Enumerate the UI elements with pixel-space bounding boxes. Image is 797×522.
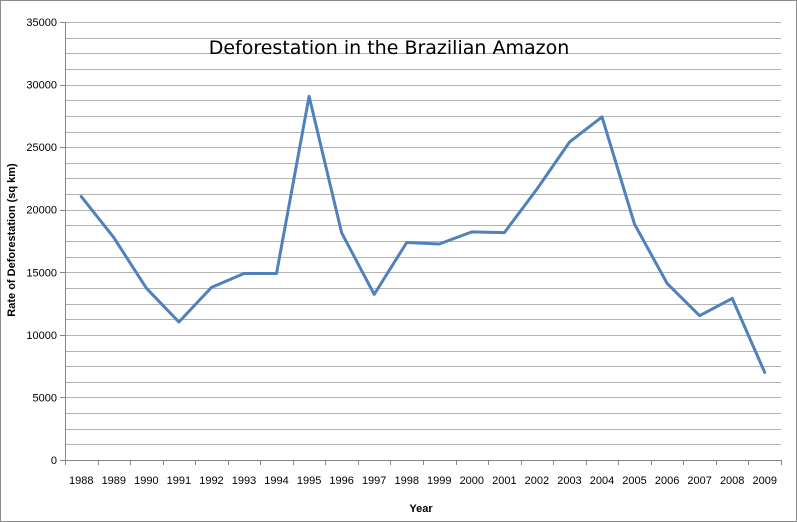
y-tick-label: 15000 (26, 267, 57, 279)
x-tick-label: 2005 (622, 475, 646, 487)
x-tick-label: 1999 (427, 475, 451, 487)
y-tick-label: 5000 (33, 392, 57, 404)
y-tick-label: 25000 (26, 142, 57, 154)
x-tick-labels: 1988 1989 1990 1991 1992 1993 1994 1995 1996 1997… (69, 475, 777, 487)
x-tick-label: 2001 (492, 475, 516, 487)
y-tick-labels: 0 5000 10000 15000 20000 25000 30000 35000 (26, 17, 57, 467)
y-tick-label: 20000 (26, 205, 57, 217)
x-tick-label: 2008 (720, 475, 744, 487)
x-tick-label: 1994 (264, 475, 288, 487)
chart-title: Deforestation in the Brazilian Amazon (209, 37, 570, 59)
x-tick-label: 2004 (590, 475, 614, 487)
x-tick-label: 1993 (232, 475, 256, 487)
x-axis-title: Year (409, 503, 433, 515)
y-tick-label: 0 (51, 455, 57, 467)
x-tick-label: 1991 (167, 475, 191, 487)
x-tick-label: 1995 (297, 475, 321, 487)
gridlines (65, 22, 781, 445)
x-tick-label: 1988 (69, 475, 93, 487)
y-tick-label: 35000 (26, 17, 57, 29)
y-tick-label: 30000 (26, 80, 57, 92)
x-tick-label: 1992 (199, 475, 223, 487)
x-tick-label: 1989 (102, 475, 126, 487)
x-tick-label: 1990 (134, 475, 158, 487)
y-tick-label: 10000 (26, 330, 57, 342)
x-tick-label: 1998 (394, 475, 418, 487)
x-tick-label: 2006 (655, 475, 679, 487)
x-tick-label: 2007 (687, 475, 711, 487)
x-tick-label: 2002 (525, 475, 549, 487)
x-tick-label: 2003 (557, 475, 581, 487)
x-tick-label: 2000 (460, 475, 484, 487)
y-axis-title: Rate of Deforestation (sq km) (6, 163, 18, 317)
x-tick-label: 1996 (329, 475, 353, 487)
axes (60, 22, 782, 465)
series-layer (79, 94, 767, 374)
x-tick-label: 2009 (752, 475, 776, 487)
x-tick-label: 1997 (362, 475, 386, 487)
series-line (79, 94, 767, 374)
